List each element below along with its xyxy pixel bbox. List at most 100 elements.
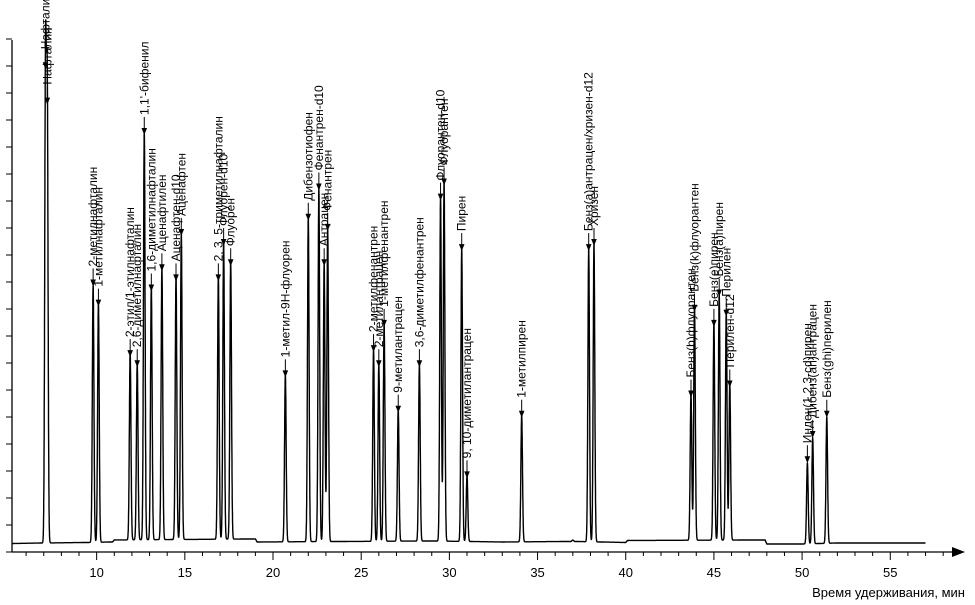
peak-label-text: Инден(1,2,3-cd)пирен	[800, 323, 814, 443]
peak-label-text: Флуорен-d10	[217, 153, 231, 226]
chromatogram-trace	[11, 19, 927, 545]
peak-label-24: Флуорантен-d10	[434, 89, 448, 201]
peak-arrowhead	[141, 127, 148, 135]
peak-label-18: Фенантрен	[321, 150, 335, 231]
peak-label-text: Дибенз(ah)антрацен	[806, 304, 820, 418]
peak-arrowhead	[215, 274, 222, 282]
peak-label-0: Нафталин-d8	[39, 0, 53, 70]
peak-label-text: Нафталин	[40, 27, 54, 84]
peak-label-text: Перилен	[719, 248, 733, 297]
peak-label-text: 9-метилантрацен	[391, 296, 405, 393]
peak-arrowhead	[90, 279, 96, 287]
peak-label-text: 9, 10-диметилантрацен	[460, 328, 474, 458]
peak-label-text: 2,6-диметилнафталин	[130, 224, 144, 347]
peak-arrowhead	[416, 360, 423, 368]
peak-arrowhead	[376, 360, 382, 368]
peak-arrowhead	[804, 456, 811, 464]
peak-label-text: 1,6-диметилнафталин	[144, 148, 158, 271]
peak-label-text: Хризен	[587, 186, 601, 226]
peak-arrowhead	[159, 264, 165, 272]
peak-label-25: Флуорантен	[437, 99, 451, 186]
peak-label-22: 9-метилантрацен	[391, 296, 405, 413]
peak-label-text: 1-метилнафталин	[91, 187, 105, 287]
peak-label-13: Флуорен	[224, 198, 238, 267]
peak-label-text: 2-метилантрацен	[372, 251, 386, 348]
peak-label-text: Нафталин-d8	[39, 0, 53, 49]
peak-arrowhead	[134, 360, 141, 368]
peak-label-19: 2-метилфенантрен	[367, 226, 381, 353]
peak-label-text: Флуорантен	[437, 99, 451, 166]
peak-label-text: 2-метилнафталин	[86, 167, 100, 267]
x-tick-label: 15	[178, 565, 192, 580]
peak-label-34: Бенз(a)пирен	[712, 202, 726, 297]
peak-label-text: Флуорен	[224, 198, 238, 246]
peak-label-text: 3,6-диметилфенантрен	[412, 217, 426, 347]
peak-label-29: Бенз(a)антрацен/хризен-d12	[582, 72, 596, 252]
peak-label-21: 1-метилфенантрен	[377, 201, 391, 327]
x-tick-label: 30	[442, 565, 456, 580]
peak-label-text: Фенантрен	[321, 150, 335, 211]
peak-label-text: Бенз(ghi)перилен	[820, 300, 834, 398]
peak-label-text: Перилен-d12	[723, 294, 737, 367]
peak-label-text: Аценафтен	[174, 153, 188, 216]
peak-label-text: 2-метилфенантрен	[367, 226, 381, 332]
peak-label-text: 1,1'-бифенил	[137, 42, 151, 115]
peak-label-33: Бенз(e)пирен	[707, 232, 721, 327]
peak-arrowhead	[585, 244, 592, 252]
peak-label-3: 1-метилнафталин	[91, 187, 105, 307]
peak-label-5: 2,6-диметилнафталин	[130, 224, 144, 368]
peak-arrowhead	[148, 284, 155, 292]
x-tick-label: 35	[530, 565, 544, 580]
peak-arrowhead	[321, 259, 327, 267]
peak-arrowhead	[591, 239, 597, 247]
peak-arrowhead	[305, 213, 312, 221]
peak-label-text: Фенантрен-d10	[312, 85, 326, 171]
x-tick-label: 40	[618, 565, 632, 580]
peak-label-17: Антрацен	[317, 193, 331, 267]
peak-label-16: Фенантрен-d10	[312, 85, 326, 191]
peak-arrowhead	[95, 299, 102, 307]
peak-labels: Нафталин-d8Нафталин2-метилнафталин1-мети…	[39, 0, 834, 479]
peak-arrowhead	[178, 228, 185, 236]
peak-label-text: Аценафтилен	[155, 174, 169, 251]
peak-label-10: Аценафтен	[174, 153, 188, 236]
peak-arrowhead	[437, 193, 444, 201]
peak-arrowhead	[688, 390, 694, 398]
peak-label-20: 2-метилантрацен	[372, 251, 386, 368]
peak-label-38: Дибенз(ah)антрацен	[806, 304, 820, 438]
peak-label-2: 2-метилнафталин	[86, 167, 100, 287]
peak-label-30: Хризен	[587, 186, 601, 247]
peak-label-text: Антрацен	[317, 193, 331, 247]
peak-label-28: 1-метилпирен	[515, 320, 529, 418]
peak-arrowhead	[173, 274, 179, 282]
peak-label-text: 2, 3, 5-триметилнафталин	[211, 116, 225, 261]
peak-label-text: 1-метил-9Н-флуорен	[278, 241, 292, 358]
peak-arrowhead	[42, 62, 49, 70]
peak-arrowhead	[823, 410, 830, 418]
x-axis-arrow	[952, 547, 965, 557]
peak-label-text: Аценафтен-d10	[169, 174, 183, 261]
peak-arrowhead	[370, 345, 377, 353]
peak-arrowhead	[458, 244, 465, 252]
peak-label-23: 3,6-диметилфенантрен	[412, 217, 426, 368]
x-tick-label: 50	[795, 565, 809, 580]
x-axis-ticks: 10 15 20 25 30 35 40 45 50 55	[25, 552, 944, 580]
x-tick-label: 45	[707, 565, 721, 580]
peak-arrowhead	[395, 405, 402, 413]
peak-arrowhead	[324, 223, 331, 231]
peak-arrowhead	[282, 370, 289, 378]
peak-label-text: Бенз(a)антрацен/хризен-d12	[582, 72, 596, 231]
peak-arrowhead	[809, 430, 816, 438]
peak-label-35: Перилен	[719, 248, 733, 317]
x-tick-label: 10	[89, 565, 103, 580]
peak-label-text: Бенз(k)флуорантен	[688, 183, 702, 291]
peak-label-text: Дибензотиофен	[301, 112, 315, 201]
x-axis-label: Время удерживания, мин	[812, 585, 965, 600]
peak-arrowhead	[127, 350, 133, 358]
peak-label-text: Бенз(e)пирен	[707, 232, 721, 307]
peak-label-text: 2-этил/1-этилнафталин	[123, 207, 137, 337]
peak-arrowhead	[723, 309, 730, 317]
peak-label-4: 2-этил/1-этилнафталин	[123, 207, 137, 358]
peak-label-text: 1-метилпирен	[515, 320, 529, 398]
